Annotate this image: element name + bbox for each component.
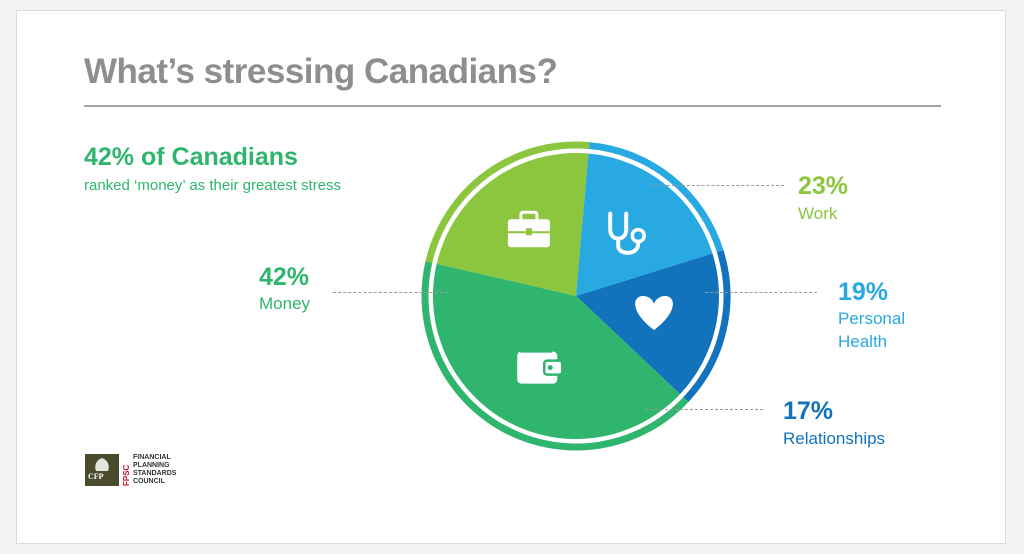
work-leader-line — [652, 185, 784, 186]
money-percent-label: 42% — [259, 263, 310, 291]
headline-subtext: ranked ‘money’ as their greatest stress — [84, 177, 342, 194]
health-name-label-line2: Health — [838, 332, 888, 351]
title-divider — [84, 105, 941, 107]
cfp-mark: CFP — [85, 454, 119, 486]
fpsc-name-line: COUNCIL — [133, 478, 165, 485]
fpsc-name-line: FINANCIAL — [133, 454, 171, 461]
stethoscope-icon — [608, 211, 646, 255]
heart-icon — [635, 296, 673, 331]
ring-segment-money — [421, 261, 689, 451]
money-leader-line — [333, 292, 448, 293]
relationships-percent-label: 17% — [783, 397, 834, 425]
work-percent-label: 23% — [798, 172, 849, 200]
ring-segment-relationships — [683, 250, 731, 402]
briefcase-icon — [507, 210, 550, 248]
pie-slice-personal-health — [576, 153, 713, 296]
health-leader-line — [705, 292, 817, 293]
fpsc-acronym: FPSC — [122, 464, 131, 486]
relationships-leader-line — [645, 409, 763, 410]
wallet-icon — [517, 350, 564, 384]
money-name-label: Money — [259, 294, 311, 313]
relationships-name-label: Relationships — [783, 429, 886, 448]
leaf-icon — [95, 458, 109, 471]
work-name-label: Work — [798, 204, 838, 223]
page-title: What’s stressing Canadians? — [84, 52, 558, 91]
health-percent-label: 19% — [838, 278, 889, 306]
headline-stat: 42% of Canadians — [84, 143, 298, 171]
health-name-label-line1: Personal — [838, 309, 906, 328]
fpsc-name-line: PLANNING — [133, 462, 170, 469]
fpsc-name: FINANCIAL PLANNING STANDARDS COUNCIL — [133, 454, 223, 486]
ring-segment-personal-health — [588, 142, 724, 253]
fpsc-name-line: STANDARDS — [133, 470, 177, 477]
ring-segment-work — [425, 141, 590, 263]
cfp-mark-text: CFP — [88, 472, 104, 481]
pie-slice-money — [432, 263, 681, 440]
